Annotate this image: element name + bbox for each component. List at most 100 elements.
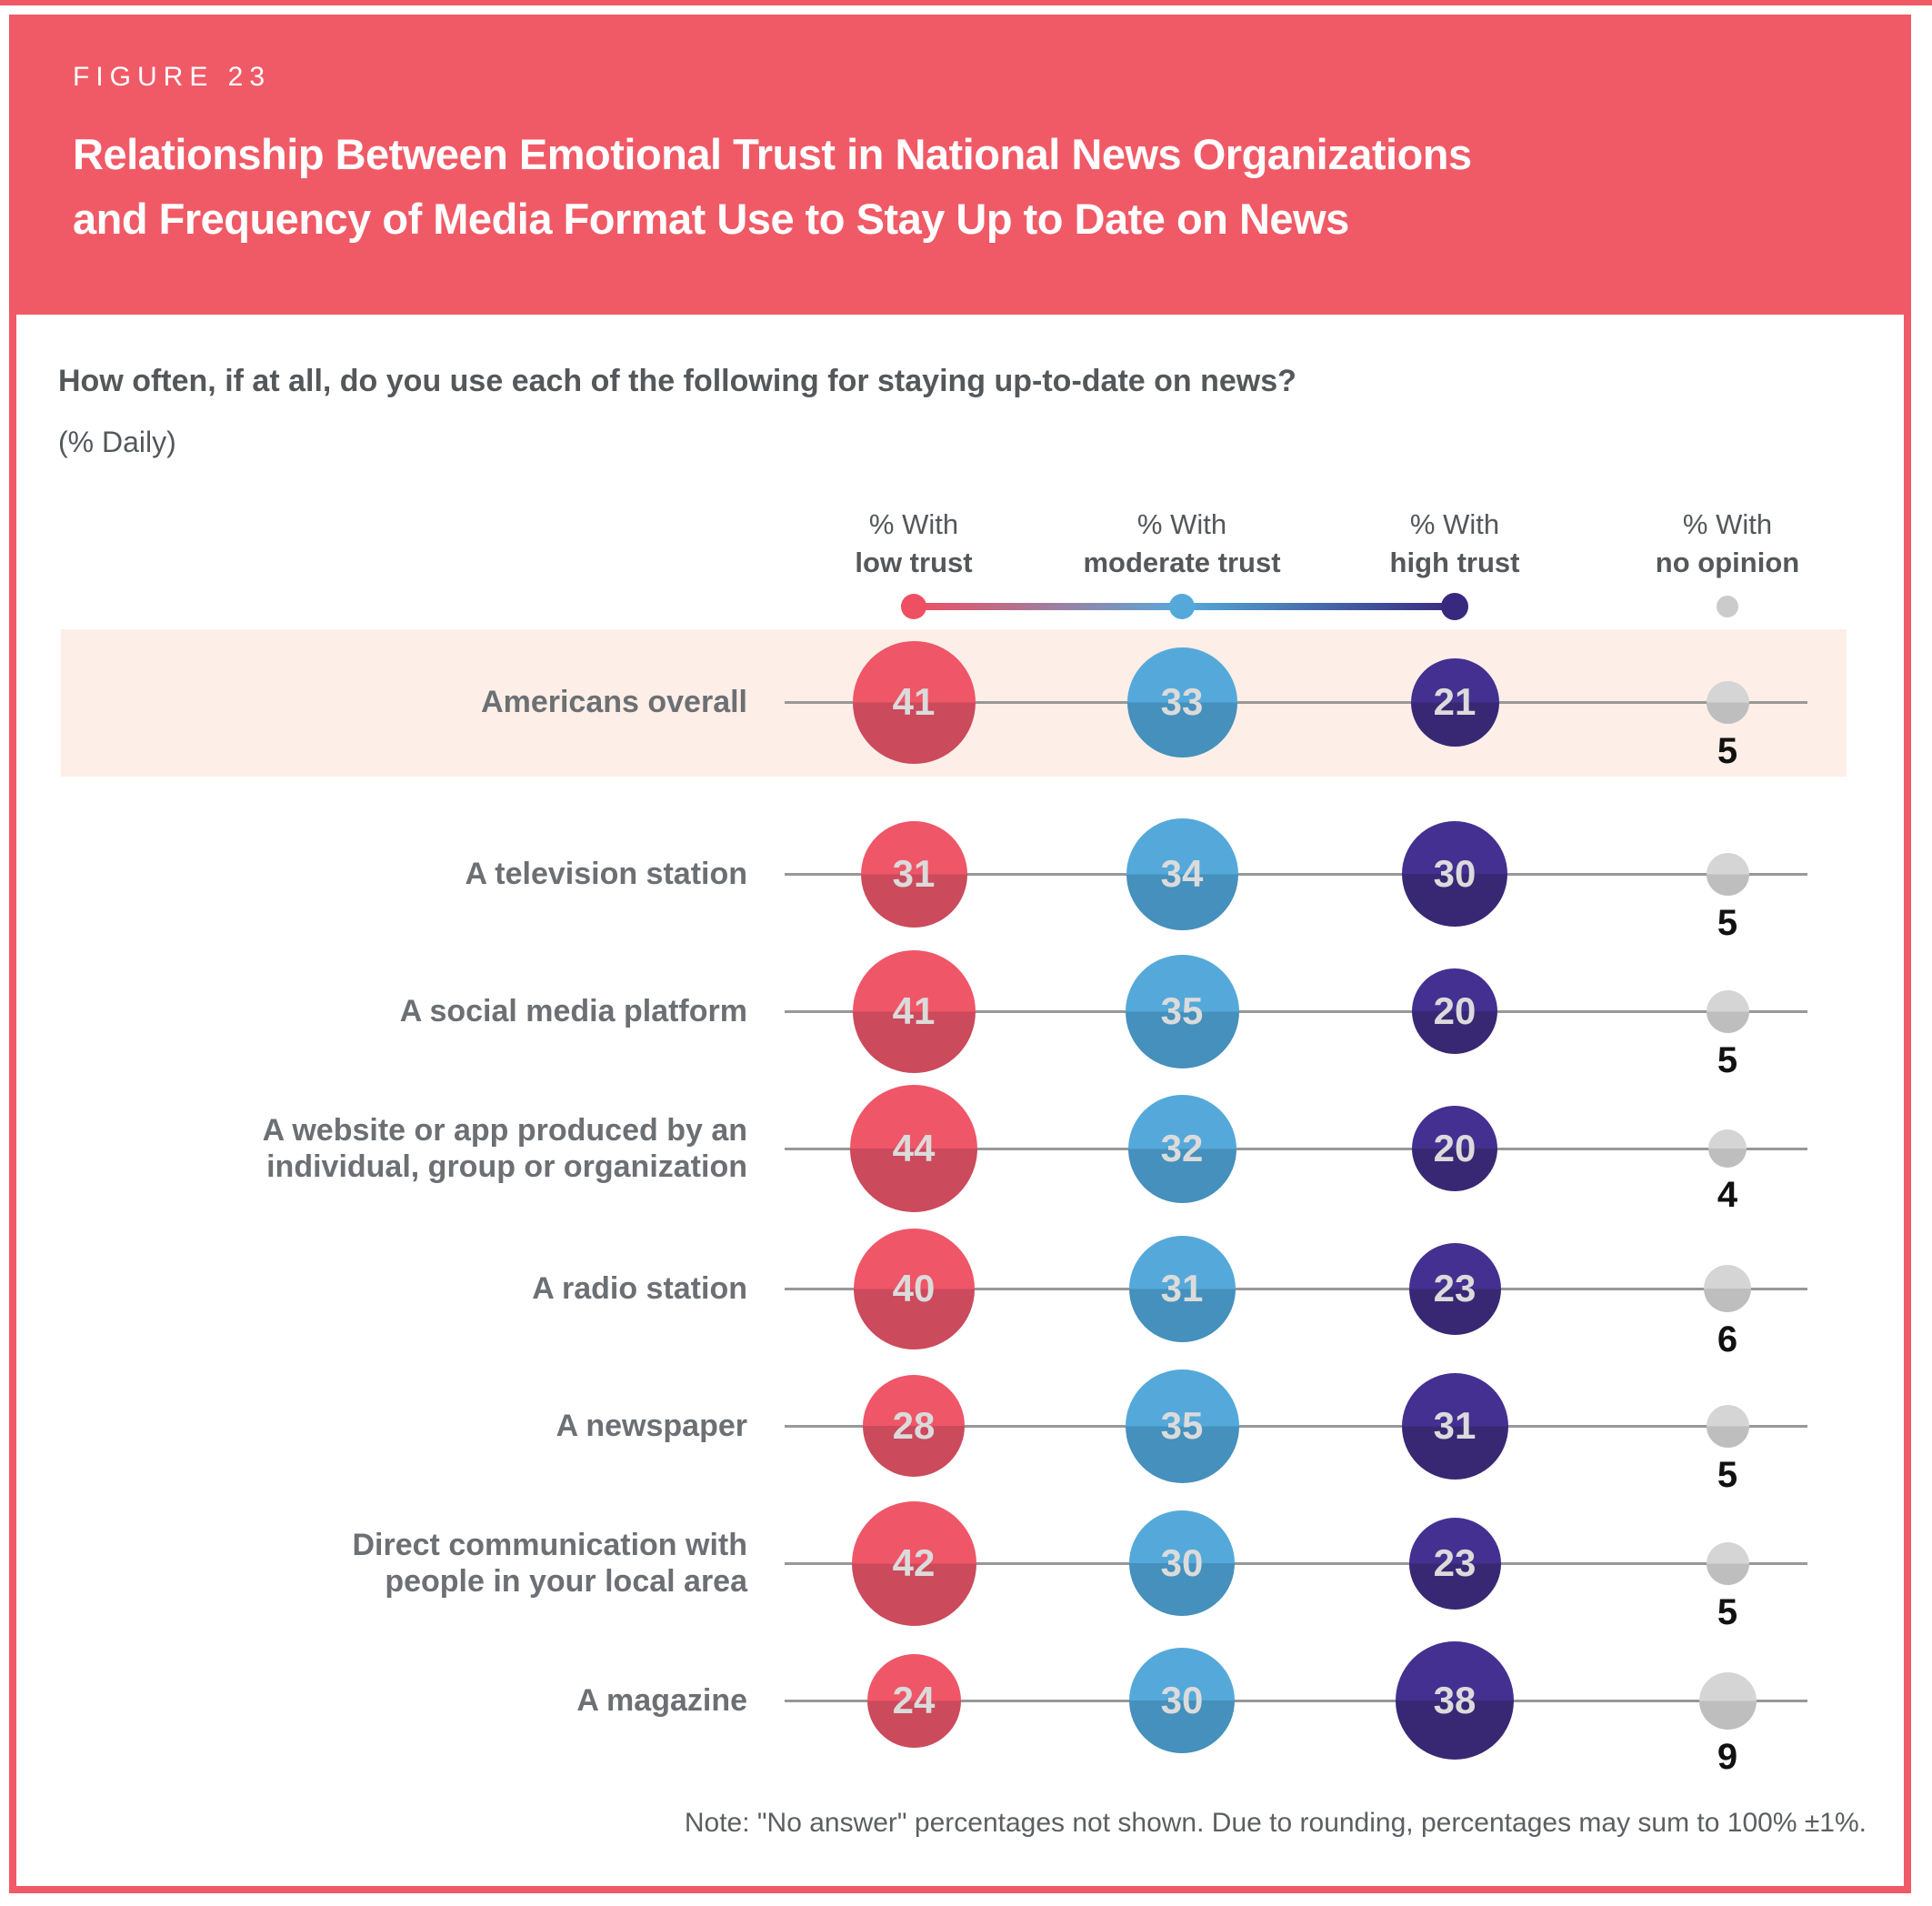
row-label: A newspaper — [107, 1371, 747, 1480]
bubble-value: 33 — [1160, 680, 1204, 723]
column-header-low-trust: % With low trust — [750, 506, 1077, 582]
bubble-moderate-trust: 30 — [1129, 1510, 1235, 1616]
no-opinion-value: 5 — [1717, 1039, 1738, 1080]
row-line — [785, 1010, 1807, 1013]
bubble-value: 28 — [892, 1404, 936, 1447]
bubble-no-opinion — [1706, 852, 1749, 896]
bubble-no-opinion — [1704, 1265, 1751, 1312]
bubble-high-trust: 31 — [1401, 1372, 1508, 1480]
bubble-moderate-trust: 30 — [1129, 1648, 1235, 1753]
page-top-rule — [0, 0, 1932, 5]
row-label-text: A magazine — [576, 1683, 747, 1718]
bubble-value: 41 — [892, 680, 936, 723]
column-header-name: low trust — [855, 547, 973, 578]
row-line — [785, 1148, 1807, 1150]
row-label-text: A radio station — [532, 1271, 747, 1306]
column-header-prefix: % With — [1682, 508, 1773, 540]
bubble-moderate-trust: 31 — [1128, 1235, 1236, 1342]
legend-dot-no-opinion — [1717, 596, 1738, 617]
bubble-low-trust: 40 — [853, 1228, 975, 1349]
bubble-value: 44 — [892, 1127, 936, 1169]
no-opinion-value: 5 — [1717, 730, 1738, 771]
no-opinion-value: 5 — [1717, 1454, 1738, 1495]
column-header-high-trust: % With high trust — [1291, 506, 1618, 582]
bubble-no-opinion — [1706, 1404, 1749, 1448]
bubble-value: 23 — [1433, 1541, 1477, 1584]
row-label-text: Direct communication with people in your … — [352, 1528, 748, 1599]
bubble-low-trust: 28 — [863, 1375, 965, 1477]
bubble-low-trust: 44 — [850, 1085, 977, 1212]
bubble-no-opinion — [1708, 1129, 1747, 1168]
bubble-no-opinion — [1706, 680, 1749, 724]
no-opinion-value: 5 — [1717, 1591, 1738, 1632]
bubble-value: 42 — [892, 1541, 936, 1584]
column-header-prefix: % With — [868, 508, 959, 540]
unit-label: (% Daily) — [58, 426, 176, 458]
bubble-low-trust: 31 — [860, 820, 967, 928]
row-label: A website or app produced by an individua… — [107, 1094, 747, 1203]
row-label: A social media platform — [107, 957, 747, 1066]
bubble-high-trust: 21 — [1410, 657, 1499, 747]
row-label: Americans overall — [107, 647, 747, 757]
bubble-low-trust: 24 — [866, 1653, 961, 1748]
bubble-high-trust: 38 — [1396, 1641, 1514, 1760]
legend-dot-moderate-trust — [1169, 594, 1195, 619]
figure-frame: FIGURE 23 Relationship Between Emotional… — [9, 15, 1911, 1893]
bubble-value: 20 — [1433, 989, 1477, 1032]
bubble-low-trust: 41 — [852, 949, 976, 1073]
figure-banner: FIGURE 23 Relationship Between Emotional… — [16, 15, 1904, 315]
bubble-value: 20 — [1433, 1127, 1477, 1169]
bubble-value: 32 — [1160, 1127, 1204, 1169]
row-label-text: A newspaper — [556, 1409, 747, 1443]
bubble-moderate-trust: 35 — [1125, 1369, 1239, 1483]
bubble-moderate-trust: 33 — [1126, 647, 1237, 757]
bubble-low-trust: 42 — [851, 1500, 976, 1626]
bubble-high-trust: 20 — [1412, 1106, 1497, 1191]
bubble-value: 38 — [1433, 1679, 1477, 1721]
column-header-prefix: % With — [1409, 508, 1500, 540]
bubble-value: 31 — [1433, 1404, 1477, 1447]
row-label: Direct communication with people in your … — [107, 1509, 748, 1618]
row-label-text: A website or app produced by an individua… — [262, 1113, 747, 1184]
row-line — [785, 1425, 1807, 1428]
bubble-value: 35 — [1160, 1404, 1204, 1447]
row-line — [785, 873, 1807, 876]
no-opinion-value: 4 — [1717, 1175, 1738, 1215]
bubble-no-opinion — [1706, 1541, 1749, 1585]
figure-title: Relationship Between Emotional Trust in … — [73, 122, 1849, 251]
survey-question: How often, if at all, do you use each of… — [58, 364, 1296, 398]
column-header-prefix: % With — [1136, 508, 1227, 540]
bubble-high-trust: 23 — [1408, 1517, 1501, 1610]
bubble-value: 31 — [892, 852, 936, 895]
bubble-value: 31 — [1160, 1267, 1204, 1309]
bubble-no-opinion — [1706, 989, 1749, 1033]
column-header-name: moderate trust — [1083, 547, 1281, 578]
bubble-moderate-trust: 34 — [1126, 818, 1238, 930]
column-header-name: no opinion — [1655, 547, 1800, 578]
row-line — [785, 1700, 1807, 1702]
bubble-value: 24 — [892, 1679, 936, 1721]
figure-title-line2: and Frequency of Media Format Use to Sta… — [73, 195, 1349, 243]
bubble-low-trust: 41 — [852, 640, 976, 764]
row-label-text: Americans overall — [481, 685, 747, 719]
row-label-text: A television station — [465, 857, 747, 891]
row-label: A television station — [107, 819, 747, 928]
bubble-high-trust: 20 — [1412, 968, 1497, 1054]
row-label-text: A social media platform — [399, 994, 747, 1028]
bubble-chart: % With low trust% With moderate trust% Wit… — [16, 15, 1904, 1886]
row-line — [785, 1562, 1807, 1565]
legend-dot-low-trust — [901, 594, 926, 619]
bubble-value: 30 — [1160, 1541, 1204, 1584]
no-opinion-value: 5 — [1717, 902, 1738, 943]
bubble-value: 40 — [892, 1267, 936, 1309]
bubble-high-trust: 30 — [1402, 821, 1507, 927]
legend-dot-high-trust — [1441, 593, 1468, 620]
row-label: A radio station — [107, 1234, 747, 1343]
row-line — [785, 1288, 1807, 1290]
column-header-name: high trust — [1389, 547, 1520, 578]
no-opinion-value: 6 — [1717, 1319, 1738, 1359]
bubble-high-trust: 23 — [1408, 1242, 1501, 1335]
note-text: Note: "No answer" percentages not shown.… — [684, 1808, 1867, 1838]
row-line — [785, 701, 1807, 704]
